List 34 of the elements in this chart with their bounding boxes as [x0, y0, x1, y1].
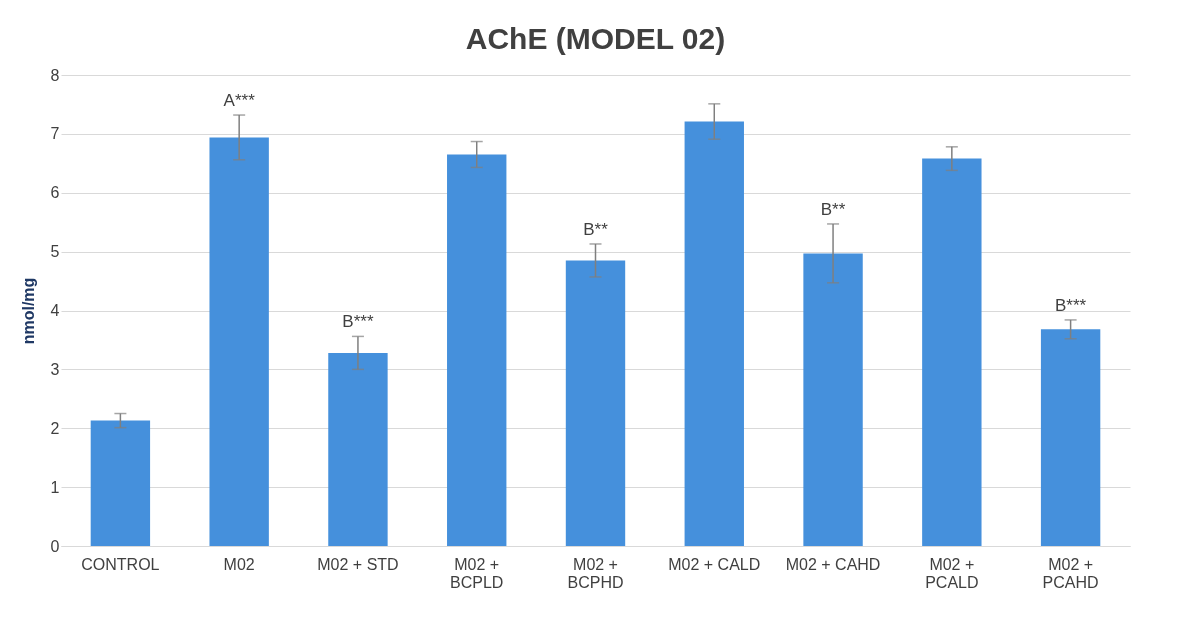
x-tick-label: M02 + PCAHD [1042, 555, 1099, 591]
bar [565, 260, 626, 546]
y-tick-label: 8 [50, 66, 60, 84]
y-tick-label: 4 [50, 302, 60, 319]
bar [328, 352, 388, 546]
x-tick-label: M02 + BCPHD [567, 555, 624, 591]
x-tick-label: M02 [223, 555, 255, 573]
bar [90, 420, 151, 546]
y-tick-label: 0 [50, 537, 60, 555]
chart-title: AChE (MODEL 02) [465, 22, 726, 55]
bar [922, 158, 982, 546]
x-tick-label: M02 + STD [317, 555, 399, 573]
annotation: B*** [342, 312, 374, 332]
y-tick-label: 7 [50, 125, 60, 143]
bar [1040, 329, 1101, 546]
annotation: A*** [223, 91, 256, 111]
x-tick-label: M02 + CALD [668, 555, 761, 573]
bar [209, 137, 269, 546]
bar [684, 121, 744, 546]
annotation: B*** [1055, 295, 1087, 315]
y-axis-title: nmol/mg [19, 277, 37, 345]
y-tick-label: 2 [50, 419, 60, 437]
annotation: B** [583, 219, 609, 239]
y-tick-label: 6 [50, 184, 60, 202]
bar [803, 253, 863, 546]
y-tick-label: 3 [50, 360, 60, 378]
bar [447, 154, 507, 546]
x-tick-label: CONTROL [81, 555, 160, 573]
annotation: B** [820, 199, 846, 219]
y-tick-label: 1 [50, 478, 60, 496]
y-tick-label: 5 [50, 243, 60, 261]
x-tick-label: M02 + PCALD [925, 555, 979, 591]
x-tick-label: M02 + CAHD [785, 555, 881, 573]
x-tick-label: M02 + BCPLD [450, 555, 504, 591]
